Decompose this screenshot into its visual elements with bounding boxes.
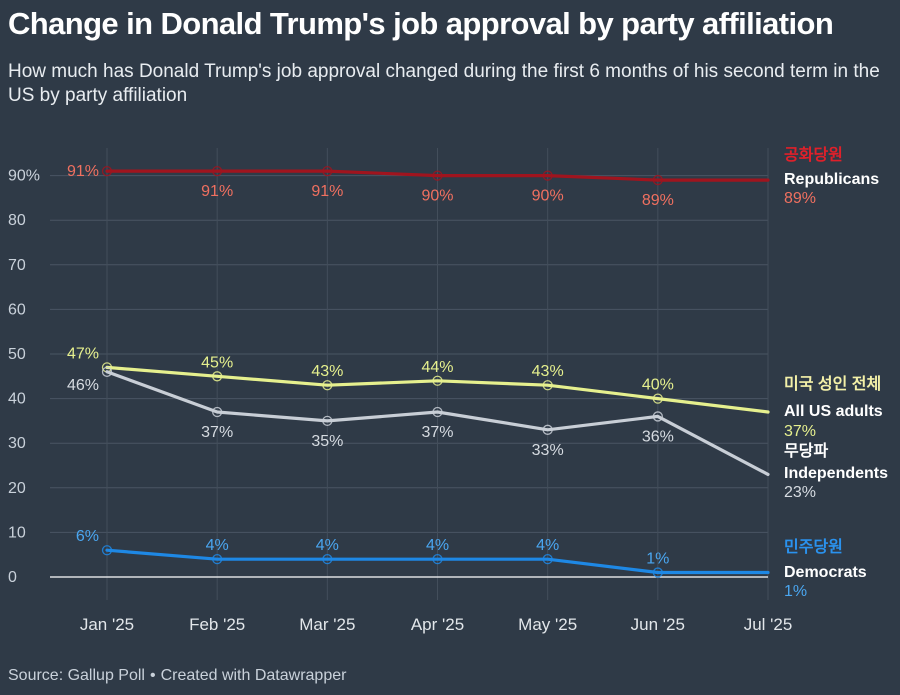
data-point-rep (212, 165, 223, 177)
data-label-rep: 89% (784, 190, 816, 207)
data-label-all: 45% (201, 354, 233, 371)
y-tick-label: 30 (8, 435, 26, 452)
data-label-dem: 1% (784, 583, 807, 600)
data-point-ind (101, 366, 113, 377)
data-label-dem: 4% (426, 537, 449, 554)
data-point-ind (212, 406, 223, 418)
source-credit: Source: Gallup Poll (8, 667, 145, 684)
series-line-all (105, 365, 770, 414)
data-label-dem: 1% (646, 551, 669, 568)
data-label-rep: 90% (421, 188, 453, 205)
data-point-all (432, 375, 443, 386)
data-label-ind: 36% (642, 428, 674, 445)
data-label-ind: 35% (311, 433, 343, 450)
data-label-rep: 89% (642, 192, 674, 209)
y-tick-label: 90% (8, 168, 40, 185)
y-tick-label: 50 (8, 346, 26, 363)
legend-name-ko-rep: 공화당원 (784, 145, 843, 164)
x-tick-label: Feb '25 (189, 615, 245, 634)
data-label-all: 43% (532, 363, 564, 380)
data-point-dem (542, 554, 553, 565)
data-point-dem (432, 554, 443, 565)
data-point-dem (101, 545, 113, 556)
data-point-rep (432, 170, 443, 181)
data-label-ind: 33% (532, 442, 564, 459)
data-label-rep: 90% (532, 188, 564, 205)
y-tick-label: 60 (8, 301, 26, 318)
data-point-all (322, 380, 333, 391)
legend-name-rep: Republicans (784, 171, 879, 188)
chart-title: Change in Donald Trump's job approval by… (8, 6, 834, 41)
legend-name-ko-dem: 민주당원 (784, 538, 843, 556)
tool-credit: Created with Datawrapper (160, 667, 347, 684)
x-tick-label: May '25 (518, 615, 577, 634)
data-label-dem: 6% (76, 528, 99, 545)
y-tick-label: 70 (8, 257, 26, 274)
series-line-rep (105, 169, 770, 182)
data-label-rep: 91% (311, 183, 343, 200)
x-tick-label: Jun '25 (631, 615, 685, 634)
data-point-dem (652, 567, 663, 578)
data-label-ind: 37% (421, 424, 453, 441)
x-tick-label: Apr '25 (411, 615, 464, 634)
data-label-all: 47% (67, 345, 99, 362)
data-label-rep: 91% (201, 183, 233, 200)
footer: Source: Gallup Poll • Created with Datawra… (8, 667, 347, 684)
legend-name-ko-all: 미국 성인 전체 (784, 375, 881, 393)
data-label-dem: 4% (536, 537, 559, 554)
y-tick-label: 10 (8, 524, 26, 541)
data-point-rep (101, 165, 113, 177)
data-point-all (652, 393, 663, 404)
data-point-rep (652, 174, 663, 186)
y-tick-label: 20 (8, 480, 26, 497)
legend-name-all: All US adults (784, 403, 883, 420)
data-point-rep (542, 170, 553, 181)
x-tick-label: Jul '25 (744, 615, 793, 634)
data-point-ind (542, 424, 553, 435)
data-label-ind: 23% (784, 484, 816, 501)
x-tick-label: Mar '25 (299, 615, 355, 634)
series-line-dem (105, 548, 770, 575)
y-tick-label: 40 (8, 391, 26, 408)
legend-name-ko-ind: 무당파 (784, 442, 828, 460)
data-label-all: 40% (642, 377, 674, 394)
data-label-all: 44% (421, 359, 453, 376)
series-layer (101, 165, 770, 578)
chart-subtitle: How much has Donald Trump's job approval… (8, 61, 880, 106)
data-label-dem: 4% (316, 537, 339, 554)
y-tick-label: 0 (8, 569, 17, 586)
data-label-rep: 91% (67, 163, 99, 180)
data-point-dem (322, 554, 333, 565)
gridlines (50, 148, 769, 600)
legend-name-ind: Independents (784, 465, 888, 482)
data-label-ind: 37% (201, 424, 233, 441)
series-legend: 공화당원 Republicans 미국 성인 전체 All US adults 무당파 I… (784, 145, 888, 581)
data-point-ind (432, 406, 443, 418)
series-line-ind (105, 370, 770, 476)
line-chart: 10 20 30 40 50 60 70 80 90% 0 Jan '25 Feb '25 Mar '… (8, 145, 888, 634)
data-label-ind: 46% (67, 377, 99, 394)
legend-name-dem: Democrats (784, 564, 867, 581)
data-point-dem (212, 554, 223, 565)
data-point-rep (322, 165, 333, 177)
x-axis: Jan '25 Feb '25 Mar '25 Apr '25 May '25 Jun '… (80, 615, 792, 634)
data-point-ind (322, 415, 333, 427)
x-tick-label: Jan '25 (80, 615, 134, 634)
data-label-all: 37% (784, 423, 816, 440)
data-point-all (542, 380, 553, 391)
data-label-all: 43% (311, 363, 343, 380)
data-label-dem: 4% (206, 537, 229, 554)
y-axis: 10 20 30 40 50 60 70 80 90% 0 (8, 168, 40, 586)
data-point-ind (652, 411, 663, 422)
data-labels: 91% 91% 91% 90% 90% 89% 89% 47% 45% 43% 44% 43% 40% 3… (67, 163, 816, 600)
y-tick-label: 80 (8, 212, 26, 229)
data-point-all (212, 371, 223, 382)
